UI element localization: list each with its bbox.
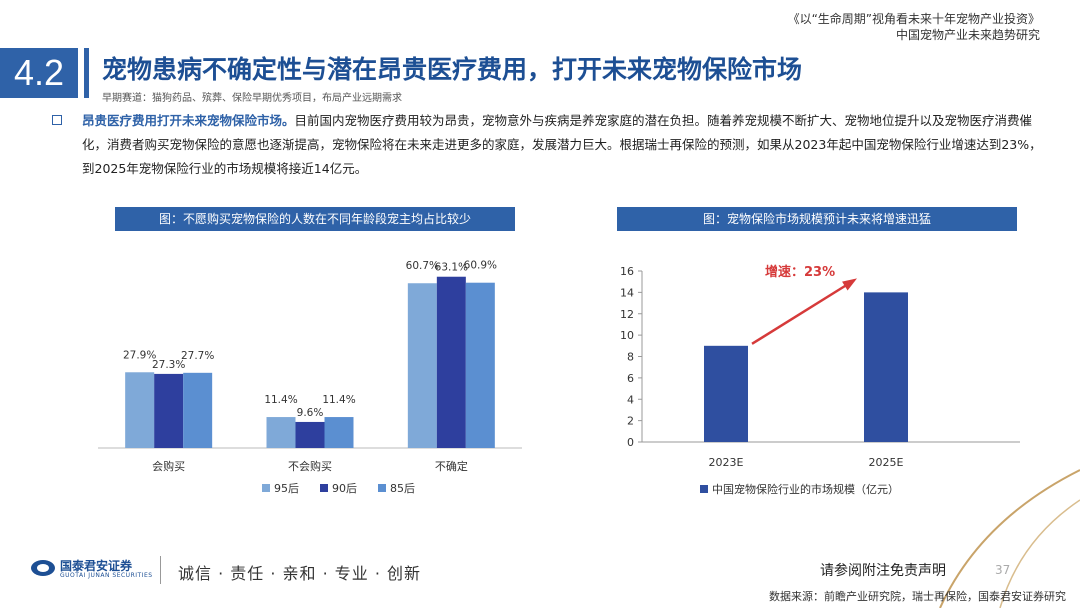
data-label: 9.6%: [297, 407, 324, 419]
y-tick-label: 10: [620, 329, 634, 342]
legend-swatch: [378, 484, 386, 492]
body-highlight: 昂贵医疗费用打开未来宠物保险市场。: [82, 113, 295, 128]
y-tick-label: 14: [620, 286, 634, 299]
y-tick-label: 6: [627, 372, 634, 385]
section-divider: [84, 48, 89, 98]
bar: [864, 292, 908, 442]
section-number: 4.2: [0, 48, 78, 98]
bar: [324, 417, 354, 448]
age-group-purchase-chart: 会购买 27.9%27.3%27.7% 不会购买 11.4%9.6%11.4% 不确定 6…: [98, 260, 522, 495]
y-tick-label: 12: [620, 308, 634, 321]
chart-title-right: 图：宠物保险市场规模预计未来将增速迅猛: [617, 207, 1017, 231]
y-tick-label: 2: [627, 415, 634, 428]
legend-swatch: [700, 485, 708, 493]
data-label: 27.3%: [152, 359, 185, 371]
bullet-square-icon: [52, 115, 62, 125]
bar: [407, 283, 437, 448]
bar: [436, 276, 466, 448]
growth-annotation: 增速：23%: [765, 264, 835, 280]
data-source: 数据来源：前瞻产业研究院，瑞士再保险，国泰君安证券研究: [769, 590, 1066, 603]
x-tick-label: 会购买: [152, 459, 185, 473]
x-tick-label: 2025E: [869, 456, 904, 469]
bar: [154, 373, 184, 448]
bar: [183, 372, 213, 448]
y-tick-label: 16: [620, 265, 634, 278]
page-title: 宠物患病不确定性与潜在昂贵医疗费用，打开未来宠物保险市场: [102, 55, 803, 84]
legend-label: 中国宠物保险行业的市场规模（亿元）: [712, 482, 899, 496]
chart-title-left: 图：不愿购买宠物保险的人数在不同年龄段宠主均占比较少: [115, 207, 515, 231]
body-paragraph: 昂贵医疗费用打开未来宠物保险市场。目前国内宠物医疗费用较为昂贵，宠物意外与疾病是…: [82, 109, 1042, 181]
legend-label: 95后: [274, 482, 299, 495]
insurance-market-size-chart: 0 2 4 6 8 10 12 14 16 2023E 2025E 增速：23% 中国宠物保险行业的市场…: [620, 264, 1020, 496]
x-tick-label: 不会购买: [288, 459, 332, 473]
data-label: 60.7%: [406, 260, 439, 272]
legend-label: 90后: [332, 482, 357, 495]
bar: [266, 417, 296, 448]
data-label: 27.7%: [181, 350, 214, 362]
legend-swatch: [262, 484, 270, 492]
bar: [295, 421, 325, 448]
legend-label: 85后: [390, 482, 415, 495]
company-name-english: GUOTAI JUNAN SECURITIES: [60, 572, 153, 579]
y-tick-label: 0: [627, 436, 634, 449]
x-tick-label: 不确定: [435, 459, 468, 473]
bar: [465, 282, 495, 448]
page-number: 37: [995, 563, 1011, 577]
bar: [125, 372, 155, 448]
y-tick-label: 4: [627, 393, 634, 406]
y-tick-label: 8: [627, 351, 634, 364]
report-subtitle: 中国宠物产业未来趋势研究: [895, 28, 1040, 42]
data-label: 63.1%: [435, 262, 468, 274]
data-label: 11.4%: [264, 394, 297, 406]
body-text: 目前国内宠物医疗费用较为昂贵，宠物意外与疾病是养宠家庭的潜在负担。随着养宠规模不…: [82, 113, 1042, 176]
page-subtitle: 早期赛道：猫狗药品、殡葬、保险早期优秀项目，布局产业远期需求: [102, 93, 402, 104]
bar: [704, 345, 748, 442]
growth-arrowhead: [842, 278, 857, 291]
legend-swatch: [320, 484, 328, 492]
data-label: 27.9%: [123, 349, 156, 361]
data-label: 60.9%: [464, 260, 497, 272]
company-logo-icon: [31, 560, 55, 576]
footer-divider: [160, 556, 161, 584]
x-tick-label: 2023E: [709, 456, 744, 469]
report-title: 《以“生命周期”视角看未来十年宠物产业投资》: [787, 12, 1040, 26]
company-name: 国泰君安证券: [60, 559, 133, 573]
company-slogan: 诚信 · 责任 · 亲和 · 专业 · 创新: [178, 564, 422, 583]
data-label: 11.4%: [322, 394, 355, 406]
disclaimer-notice: 请参阅附注免责声明: [820, 563, 946, 579]
growth-arrow: [751, 279, 855, 345]
